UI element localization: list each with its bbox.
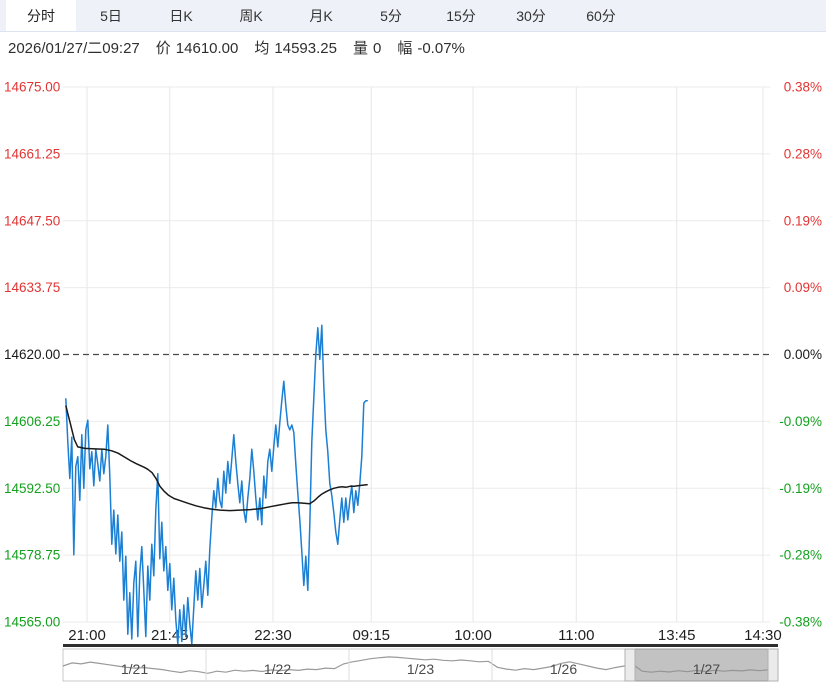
tab-5分[interactable]: 5分 [380,7,402,24]
navigator-selection[interactable] [634,648,779,682]
quote-price: 价 14610.00 [155,39,239,57]
percent-axis-label: -0.09% [779,414,822,429]
tab-月K[interactable]: 月K [309,7,333,24]
quote-change: 幅 -0.07% [397,39,465,57]
price-axis-label: 14647.50 [4,213,60,228]
percent-axis-label: 0.09% [784,280,822,295]
tab-分时[interactable]: 分时 [6,0,76,31]
percent-axis-label: 0.00% [784,347,822,362]
time-axis-label: 22:30 [254,627,292,644]
percent-axis-label: 0.38% [784,80,822,95]
tab-5日[interactable]: 5日 [100,7,122,24]
navigator-handle-right[interactable] [767,648,779,682]
navigator-date-label: 1/27 [693,661,720,677]
price-line [65,324,368,645]
time-axis-label: 11:00 [558,627,594,644]
tab-60分[interactable]: 60分 [586,7,616,24]
tab-周K[interactable]: 周K [239,7,263,24]
percent-axis-label: -0.19% [779,481,822,496]
price-axis-label: 14606.25 [4,414,60,429]
navigator-date-label: 1/22 [264,661,291,677]
time-axis-label: 21:00 [68,627,106,644]
navigator-handle-left[interactable] [624,648,636,682]
avg-price-line [65,405,368,512]
tab-30分[interactable]: 30分 [516,7,546,24]
tab-15分[interactable]: 15分 [446,7,476,24]
navigator-date-label: 1/23 [407,661,434,677]
price-axis-label: 14578.75 [4,548,60,563]
quote-datetime: 2026/01/27/二09:27 [8,39,140,57]
price-axis-label: 14565.00 [4,615,60,630]
price-axis-label: 14620.00 [4,347,60,362]
navigator-date-label: 1/21 [121,661,148,677]
time-axis-label: 09:15 [352,627,390,644]
time-axis-label: 13:45 [658,627,696,644]
quote-average: 均 14593.25 [254,39,337,57]
percent-axis-label: 0.19% [784,213,822,228]
period-tabbar: 分时 5日 日K 周K 月K 5分 15分 30分 60分 [0,0,826,32]
price-axis-label: 14633.75 [4,280,60,295]
time-axis-label: 14:30 [744,627,782,644]
intraday-chart: 14675.00 0.38% 14661.25 0.28% 14647.50 0.19% 1… [4,80,822,682]
percent-axis-label: -0.28% [779,548,822,563]
percent-axis-label: 0.28% [784,146,822,161]
navigator-date-label: 1/26 [550,661,577,677]
percent-axis-label: -0.38% [779,615,822,630]
price-axis-label: 14592.50 [4,481,60,496]
price-axis-label: 14675.00 [4,80,60,95]
time-axis-label: 10:00 [454,627,492,644]
price-axis-label: 14661.25 [4,146,60,161]
tab-日K[interactable]: 日K [169,7,193,24]
